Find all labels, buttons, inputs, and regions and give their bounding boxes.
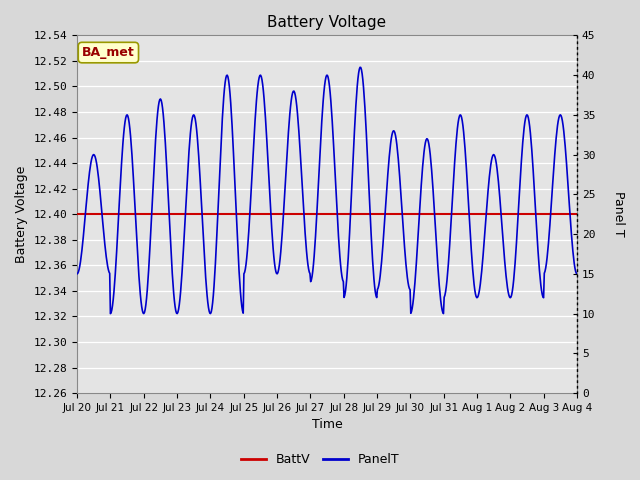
Y-axis label: Battery Voltage: Battery Voltage xyxy=(15,166,28,263)
Y-axis label: Panel T: Panel T xyxy=(612,192,625,237)
X-axis label: Time: Time xyxy=(312,419,342,432)
Text: BA_met: BA_met xyxy=(82,46,135,59)
Legend: BattV, PanelT: BattV, PanelT xyxy=(236,448,404,471)
Title: Battery Voltage: Battery Voltage xyxy=(268,15,387,30)
